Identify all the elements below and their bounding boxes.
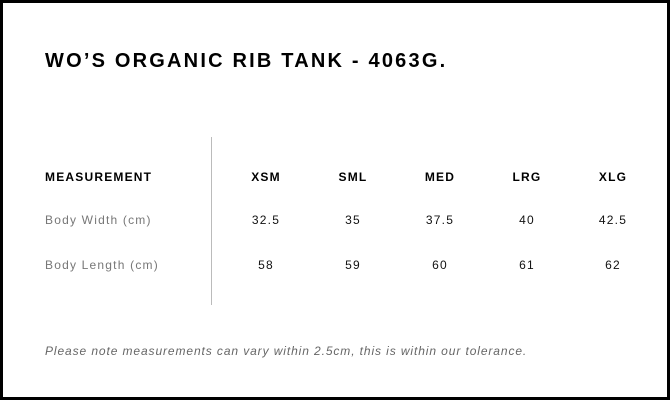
row-label: Body Length (cm)	[45, 258, 159, 272]
tolerance-note: Please note measurements can vary within…	[45, 344, 528, 358]
size-header: LRG	[512, 170, 542, 184]
page-title: WO’S ORGANIC RIB TANK - 4063G.	[45, 50, 448, 72]
table-cell: 40	[519, 213, 535, 227]
row-label: Body Width (cm)	[45, 213, 152, 227]
table-cell: 35	[345, 213, 361, 227]
table-cell: 32.5	[251, 213, 281, 227]
table-cell: 37.5	[425, 213, 455, 227]
size-header: XLG	[598, 170, 628, 184]
table-cell: 60	[432, 258, 448, 272]
column-divider	[211, 137, 212, 305]
size-header: MED	[424, 170, 456, 184]
size-header: XSM	[251, 170, 281, 184]
measurement-header: MEASUREMENT	[45, 170, 153, 184]
table-cell: 42.5	[598, 213, 628, 227]
size-header: SML	[338, 170, 368, 184]
table-cell: 61	[519, 258, 535, 272]
table-cell: 59	[345, 258, 361, 272]
table-cell: 58	[258, 258, 274, 272]
table-cell: 62	[605, 258, 621, 272]
